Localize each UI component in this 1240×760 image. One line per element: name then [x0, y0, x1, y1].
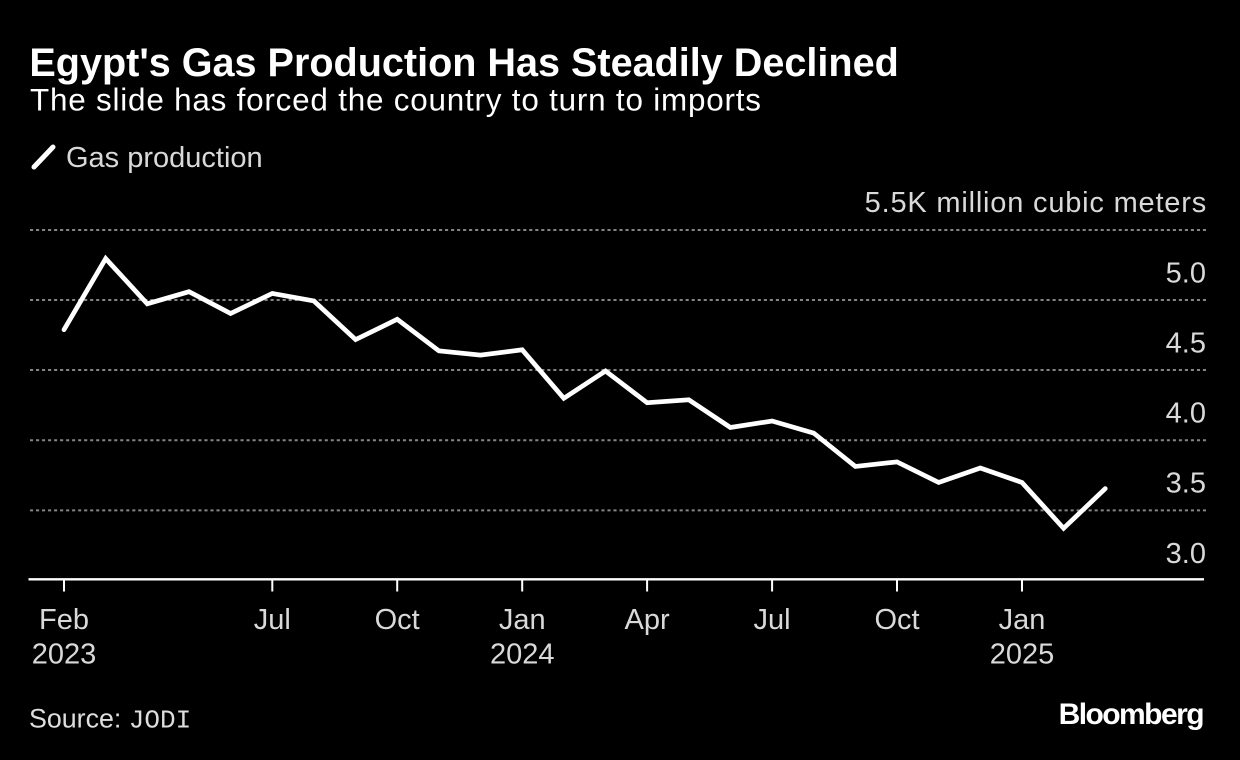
svg-text:Source: JODI: Source: JODI	[29, 704, 191, 736]
svg-text:5.0: 5.0	[1166, 257, 1206, 289]
svg-text:3.5: 3.5	[1166, 468, 1206, 500]
svg-text:2023: 2023	[32, 639, 97, 671]
svg-text:5.5K million cubic meters: 5.5K million cubic meters	[865, 187, 1207, 219]
svg-text:Oct: Oct	[874, 604, 919, 636]
svg-text:Jul: Jul	[754, 604, 791, 636]
svg-text:Egypt's Gas Production Has Ste: Egypt's Gas Production Has Steadily Decl…	[29, 41, 898, 85]
svg-text:2024: 2024	[490, 639, 555, 671]
svg-text:Jul: Jul	[254, 604, 291, 636]
svg-text:3.0: 3.0	[1166, 538, 1206, 570]
svg-text:4.0: 4.0	[1166, 398, 1206, 430]
svg-text:4.5: 4.5	[1166, 328, 1206, 360]
svg-text:Oct: Oct	[375, 604, 420, 636]
svg-text:Apr: Apr	[625, 604, 670, 636]
svg-text:Bloomberg: Bloomberg	[1059, 698, 1204, 731]
svg-text:Gas production: Gas production	[66, 142, 263, 174]
svg-text:Jan: Jan	[999, 604, 1046, 636]
svg-text:The slide has forced the count: The slide has forced the country to turn…	[30, 83, 762, 118]
svg-text:Feb: Feb	[39, 604, 89, 636]
svg-text:Jan: Jan	[499, 604, 546, 636]
svg-text:2025: 2025	[990, 639, 1055, 671]
